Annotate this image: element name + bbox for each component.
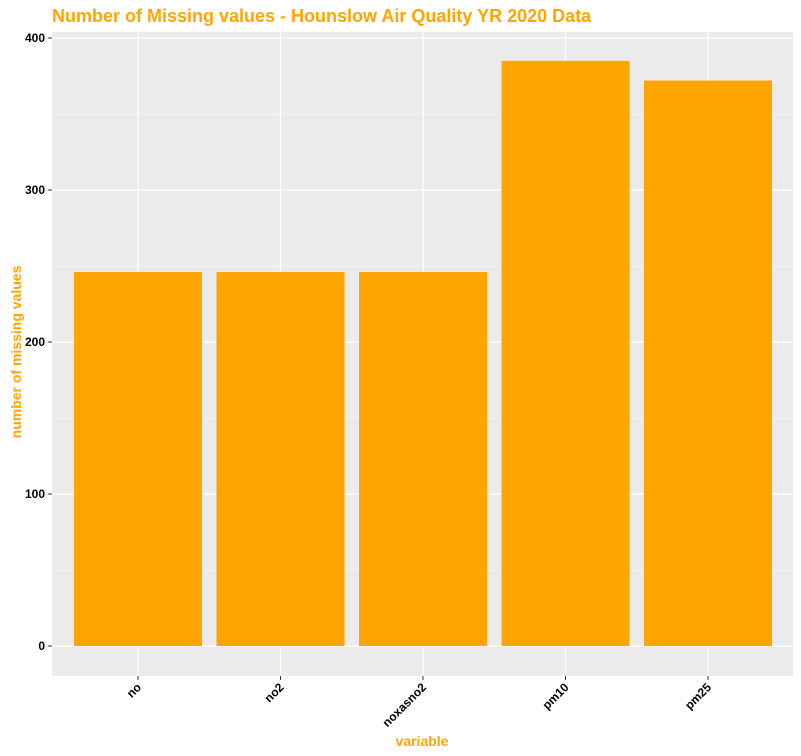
x-tick-label: no2	[262, 680, 287, 705]
x-axis-title: variable	[396, 733, 449, 749]
x-tick-label: noxasno2	[380, 680, 430, 730]
bars	[74, 60, 772, 647]
chart-title: Number of Missing values - Hounslow Air …	[52, 6, 592, 26]
x-tick-label: no	[124, 680, 144, 700]
y-axis-title: number of missing values	[8, 265, 24, 438]
bar-no2	[216, 272, 345, 646]
x-tick-label: pm25	[682, 680, 714, 712]
bar-pm25	[644, 80, 772, 646]
y-tick-label: 400	[25, 31, 45, 45]
y-tick-label: 100	[25, 487, 45, 501]
bar-no	[74, 272, 202, 646]
x-axis: no no2 noxasno2 pm10 pm25	[124, 676, 714, 730]
y-axis: 0 100 200 300 400	[25, 31, 52, 653]
bar-noxasno2	[359, 272, 487, 646]
x-tick-label: pm10	[540, 680, 572, 712]
bar-pm10	[501, 60, 630, 647]
y-tick-label: 300	[25, 183, 45, 197]
y-tick-label: 0	[38, 639, 45, 653]
y-tick-label: 200	[25, 335, 45, 349]
